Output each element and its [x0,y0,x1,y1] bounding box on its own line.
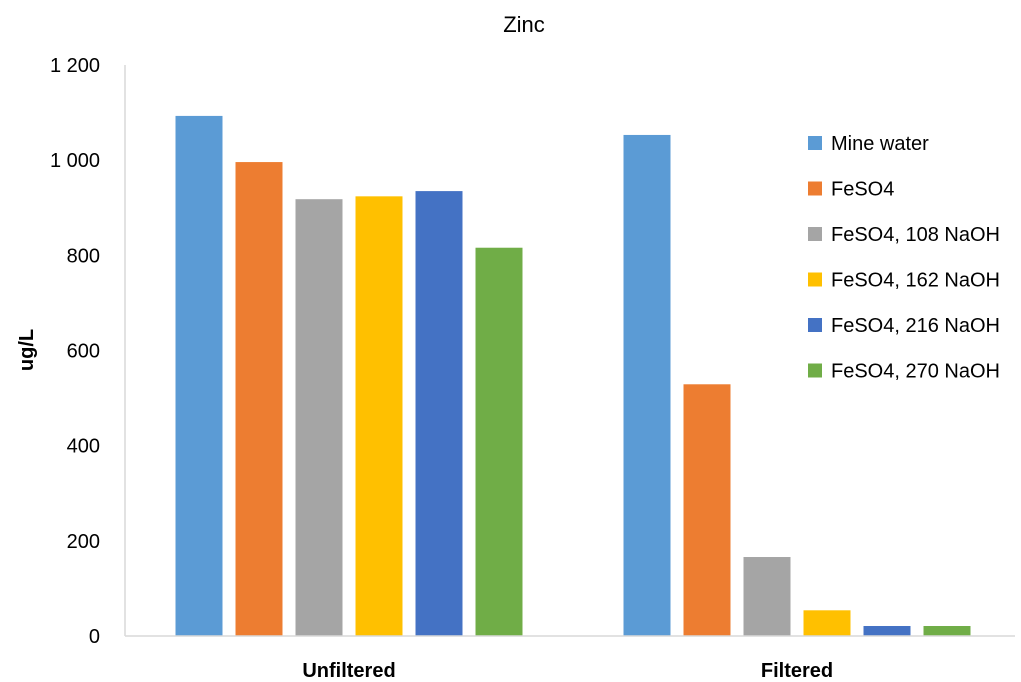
y-axis-label: ug/L [16,329,38,371]
bar [683,384,731,636]
bar [475,247,523,636]
bar [863,626,911,636]
x-tick-label: Filtered [761,660,833,682]
bars [175,115,971,637]
y-axis-ticks: 0 200 400 600 800 1 000 1 200 [50,55,100,648]
bar [175,115,223,636]
y-tick-label: 1 200 [50,55,100,77]
legend-label: FeSO4, 162 NaOH [831,270,1000,292]
legend-swatch [808,318,822,332]
y-tick-label: 800 [67,245,100,267]
legend-label: FeSO4, 216 NaOH [831,315,1000,337]
bar [415,191,463,637]
legend-label: FeSO4, 108 NaOH [831,224,1000,246]
legend-label: FeSO4, 270 NaOH [831,361,1000,383]
chart-title: Zinc [503,12,545,37]
legend: Mine water FeSO4 FeSO4, 108 NaOH FeSO4, 162… [808,133,1000,383]
y-tick-label: 600 [67,341,100,363]
legend-swatch [808,272,822,287]
bar [743,557,791,636]
legend-swatch [808,227,822,241]
x-axis-ticks: Unfiltered Filtered [302,660,833,682]
legend-swatch [808,136,822,150]
y-tick-label: 1 000 [50,150,100,172]
legend-swatch [808,181,822,196]
bar [803,610,851,636]
legend-swatch [808,363,822,378]
bar [295,199,343,636]
bar [355,196,403,636]
bar [623,134,671,636]
bar [235,162,283,636]
x-tick-label: Unfiltered [302,660,395,682]
legend-label: Mine water [831,133,929,155]
y-tick-label: 0 [89,626,100,648]
y-tick-label: 200 [67,531,100,553]
bar [923,626,971,636]
legend-label: FeSO4 [831,179,894,201]
y-tick-label: 400 [67,436,100,458]
